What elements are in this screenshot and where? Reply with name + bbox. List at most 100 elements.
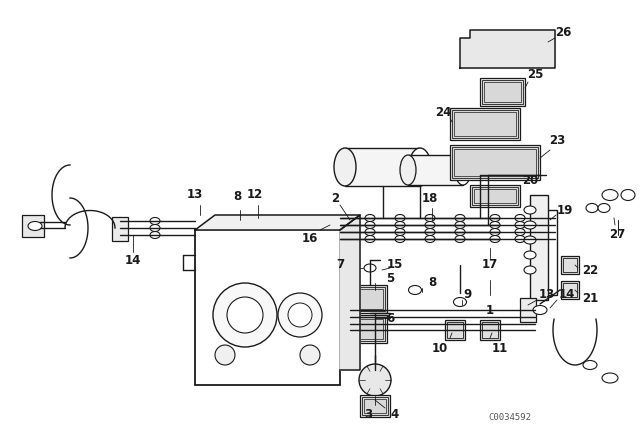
Bar xyxy=(447,322,463,338)
Bar xyxy=(561,256,579,274)
Ellipse shape xyxy=(455,228,465,236)
Ellipse shape xyxy=(515,215,525,221)
Bar xyxy=(452,147,538,178)
Bar xyxy=(112,217,128,241)
Text: 21: 21 xyxy=(582,292,598,305)
Ellipse shape xyxy=(425,221,435,228)
Ellipse shape xyxy=(602,373,618,383)
Text: 7: 7 xyxy=(336,258,344,271)
Ellipse shape xyxy=(364,264,376,272)
Ellipse shape xyxy=(515,228,525,236)
Ellipse shape xyxy=(115,217,125,224)
Ellipse shape xyxy=(455,221,465,228)
Bar xyxy=(480,78,525,106)
Ellipse shape xyxy=(524,236,536,244)
Text: 4: 4 xyxy=(391,409,399,422)
Ellipse shape xyxy=(365,228,375,236)
Text: 27: 27 xyxy=(609,228,625,241)
Ellipse shape xyxy=(586,203,598,212)
Ellipse shape xyxy=(490,221,500,228)
Bar xyxy=(530,195,548,300)
Ellipse shape xyxy=(334,148,356,186)
Ellipse shape xyxy=(150,217,160,224)
Text: 9: 9 xyxy=(464,289,472,302)
Ellipse shape xyxy=(490,228,500,236)
Ellipse shape xyxy=(28,221,42,231)
Bar xyxy=(470,185,520,207)
Bar xyxy=(484,82,521,102)
Ellipse shape xyxy=(115,232,125,238)
Text: 20: 20 xyxy=(522,173,538,186)
Circle shape xyxy=(359,364,391,396)
Ellipse shape xyxy=(150,232,160,238)
Text: 8: 8 xyxy=(233,190,241,203)
Ellipse shape xyxy=(621,190,635,201)
Text: 2: 2 xyxy=(331,191,339,204)
Circle shape xyxy=(215,345,235,365)
Text: 5: 5 xyxy=(386,271,394,284)
Text: 24: 24 xyxy=(435,105,451,119)
Circle shape xyxy=(300,345,320,365)
Text: 26: 26 xyxy=(555,26,571,39)
Bar xyxy=(360,395,390,417)
Text: C0034592: C0034592 xyxy=(488,414,531,422)
Ellipse shape xyxy=(598,203,610,212)
Text: 1: 1 xyxy=(486,303,494,316)
Bar xyxy=(357,317,385,341)
Bar xyxy=(480,320,500,340)
Bar xyxy=(359,289,383,309)
Ellipse shape xyxy=(425,228,435,236)
Polygon shape xyxy=(340,215,360,370)
Text: 18: 18 xyxy=(422,191,438,204)
Bar xyxy=(561,281,579,299)
Bar xyxy=(359,319,383,339)
Polygon shape xyxy=(460,30,555,68)
Text: 22: 22 xyxy=(582,263,598,276)
Ellipse shape xyxy=(583,361,597,370)
Text: 14: 14 xyxy=(559,289,575,302)
Bar xyxy=(362,397,388,415)
Ellipse shape xyxy=(400,155,416,185)
Text: 25: 25 xyxy=(527,69,543,82)
Text: 16: 16 xyxy=(302,232,318,245)
Bar xyxy=(454,149,536,176)
Text: 3: 3 xyxy=(364,409,372,422)
Bar xyxy=(355,315,387,343)
Text: 10: 10 xyxy=(432,341,448,354)
Ellipse shape xyxy=(409,148,431,186)
Bar xyxy=(474,189,516,203)
Text: 6: 6 xyxy=(386,311,394,324)
Ellipse shape xyxy=(395,221,405,228)
Ellipse shape xyxy=(365,236,375,242)
Ellipse shape xyxy=(425,236,435,242)
Bar xyxy=(452,110,518,138)
Ellipse shape xyxy=(515,236,525,242)
Circle shape xyxy=(227,297,263,333)
Text: 14: 14 xyxy=(125,254,141,267)
Ellipse shape xyxy=(395,215,405,221)
Text: 17: 17 xyxy=(482,258,498,271)
Ellipse shape xyxy=(365,221,375,228)
Bar xyxy=(450,108,520,140)
Ellipse shape xyxy=(524,266,536,274)
Ellipse shape xyxy=(150,224,160,232)
Text: 11: 11 xyxy=(492,341,508,354)
Circle shape xyxy=(213,283,277,347)
Text: 12: 12 xyxy=(247,189,263,202)
Bar xyxy=(482,322,498,338)
Text: 13: 13 xyxy=(539,289,555,302)
Polygon shape xyxy=(195,215,360,230)
Text: 23: 23 xyxy=(549,134,565,146)
Bar xyxy=(535,210,557,295)
Bar xyxy=(195,230,340,385)
Bar xyxy=(22,215,44,237)
Bar xyxy=(563,258,577,272)
Ellipse shape xyxy=(490,236,500,242)
Bar xyxy=(454,112,516,136)
Ellipse shape xyxy=(455,215,465,221)
Text: 13: 13 xyxy=(187,189,203,202)
Ellipse shape xyxy=(408,285,422,294)
Bar xyxy=(357,287,385,311)
Circle shape xyxy=(278,293,322,337)
Bar xyxy=(355,285,387,313)
